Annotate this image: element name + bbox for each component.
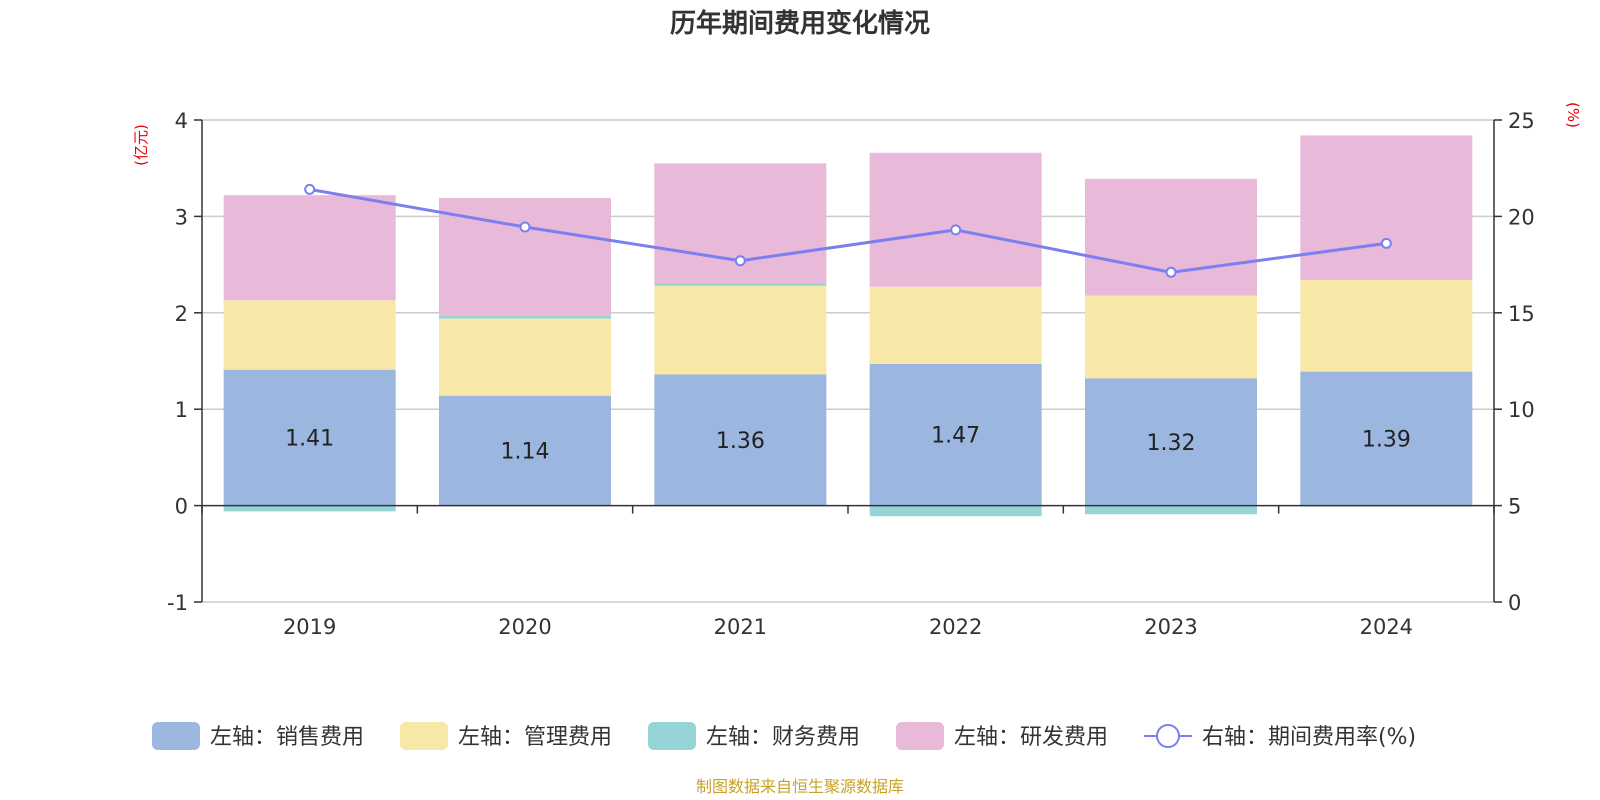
left-axis-tick-label: 2 [175,302,188,326]
ratio-point[interactable] [950,224,962,236]
bar-segment [869,505,1042,517]
legend-item[interactable]: 左轴：财务费用 [648,722,860,750]
right-axis-tick-label: 0 [1508,591,1521,615]
gridlines [202,119,1494,603]
bar-data-label: 1.47 [931,424,980,449]
bar-segment [1300,280,1473,372]
ratio-point[interactable] [1165,266,1177,278]
bar-segment [1300,135,1473,281]
left-axis-tick-label: -1 [167,591,188,615]
category-label: 2021 [714,615,767,639]
legend-label: 右轴：期间费用率(%) [1202,725,1416,750]
left-axis-tick-label: 3 [175,205,188,229]
bar-segment [1300,371,1473,506]
legend-label: 左轴：销售费用 [210,725,364,750]
ratio-line-series [304,183,1392,278]
bar-segment [1085,178,1257,296]
legend-item[interactable]: 左轴：销售费用 [152,722,364,750]
bar-segment [869,363,1042,506]
bar-segment [223,369,396,506]
right-axis-tick-label: 25 [1508,109,1535,133]
bar-segment [439,315,611,319]
bar-data-label: 1.32 [1147,431,1196,456]
bar-segment [223,195,396,301]
legend-swatch [400,722,448,750]
bar-segment [439,318,611,396]
legend-swatch [152,722,200,750]
axes: -1 0 1 2 3 4 0 5 10 15 20 25 2019 2020 2021 2022 2023 202… [167,109,1535,639]
bar-segment [439,395,611,506]
bar-data-label: 1.41 [285,427,334,452]
ratio-point[interactable] [734,255,746,267]
bar-segment [1085,378,1257,506]
right-axis-tick-label: 20 [1508,205,1535,229]
right-axis-tick-label: 10 [1508,398,1535,422]
source-note: 制图数据来自恒生聚源数据库 [696,777,904,796]
ratio-point[interactable] [304,183,316,195]
legend-item[interactable]: 左轴：研发费用 [896,722,1108,750]
legend-label: 左轴：管理费用 [458,725,612,750]
bar-series [223,135,1473,517]
legend: 左轴：销售费用 左轴：管理费用 左轴：财务费用 左轴：研发费用 右轴：期间费用率(%) [152,722,1416,750]
bar-segment [869,286,1042,364]
legend-swatch [648,722,696,750]
bar-segment [1085,505,1257,515]
left-axis-unit: (亿元) [132,124,150,166]
bar-segment [1085,295,1257,379]
legend-label: 左轴：研发费用 [954,725,1108,750]
bar-segment [654,374,827,506]
bar-segment [223,300,396,370]
right-axis-tick-label: 5 [1508,495,1521,519]
bar-segment [223,505,396,512]
category-label: 2022 [929,615,982,639]
bar-data-label: 1.39 [1362,428,1411,453]
legend-item[interactable]: 右轴：期间费用率(%) [1144,724,1416,750]
legend-item[interactable]: 左轴：管理费用 [400,722,612,750]
bar-data-label: 1.36 [716,429,765,454]
legend-marker [1156,724,1180,748]
category-label: 2023 [1144,615,1197,639]
right-axis-tick-label: 15 [1508,302,1535,326]
category-label: 2019 [283,615,336,639]
bar-segment [654,282,827,286]
legend-label: 左轴：财务费用 [706,725,860,750]
right-axis-unit: (%) [1564,102,1582,128]
ratio-line [309,187,1387,274]
left-axis-tick-label: 0 [175,495,188,519]
ratio-point[interactable] [519,221,531,233]
legend-swatch [896,722,944,750]
bar-labels: 1.41 1.14 1.36 1.47 1.32 1.39 [285,424,1411,465]
chart-title: 历年期间费用变化情况 [670,8,930,39]
category-label: 2020 [498,615,551,639]
bar-data-label: 1.14 [501,440,550,465]
category-label: 2024 [1360,615,1413,639]
bar-segment [869,152,1042,287]
left-axis-tick-label: 1 [175,398,188,422]
left-axis-tick-label: 4 [175,109,188,133]
bar-segment [654,285,827,375]
ratio-point[interactable] [1380,237,1392,249]
